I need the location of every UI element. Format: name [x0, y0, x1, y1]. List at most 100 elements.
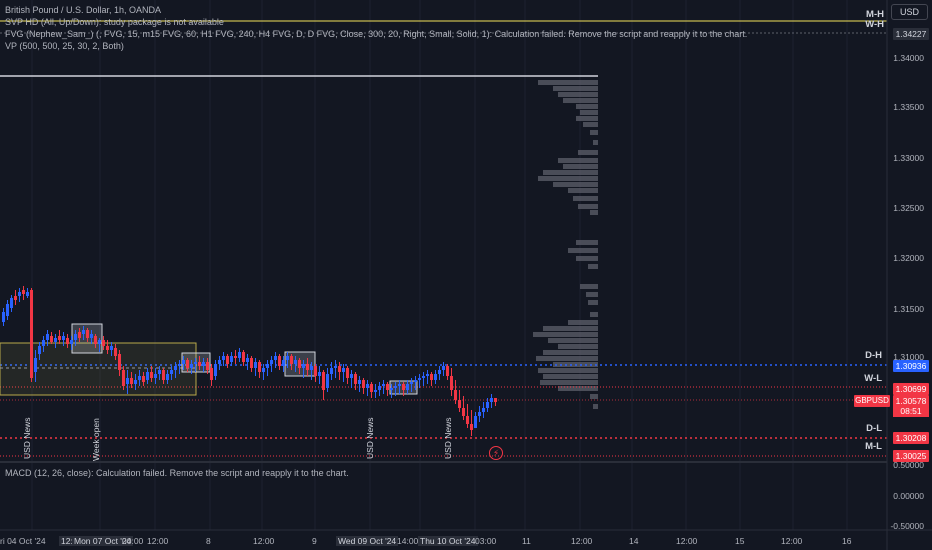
candle-body: [398, 384, 401, 386]
volume-profile-bar: [576, 116, 598, 121]
candle-body: [190, 364, 193, 368]
candle-body: [430, 374, 433, 380]
time-tick: 12:00: [253, 536, 275, 546]
week-high-tag: W-H: [865, 19, 884, 30]
volume-profile-bar: [558, 386, 598, 391]
candle-body: [30, 290, 33, 378]
candle-body: [222, 356, 225, 360]
candle-body: [330, 368, 333, 374]
volume-profile-bar: [576, 240, 598, 245]
candle-body: [98, 340, 101, 344]
candle-body: [54, 338, 57, 342]
volume-profile-bar: [543, 350, 598, 355]
volume-profile-bar: [576, 104, 598, 109]
candle-body: [206, 362, 209, 370]
volume-profile-bar: [568, 188, 598, 193]
candle-body: [122, 370, 125, 386]
lightning-icon[interactable]: ⚡: [489, 446, 503, 460]
candle-body: [482, 408, 485, 412]
candle-body: [446, 366, 449, 376]
candle-body: [14, 296, 17, 300]
candle-body: [290, 356, 293, 364]
volume-profile-bar: [558, 92, 598, 97]
candlesticks: [2, 286, 497, 436]
candle-body: [370, 384, 373, 392]
volume-profile-bar: [590, 130, 598, 135]
volume-profile-bar: [568, 248, 598, 253]
candle-body: [34, 358, 37, 372]
price-tick: 1.31500: [893, 304, 924, 314]
key-levels: [0, 20, 887, 457]
candle-body: [118, 354, 121, 370]
candle-body: [374, 390, 377, 392]
volume-profile-bar: [573, 196, 598, 201]
candle-body: [62, 336, 65, 340]
candle-body: [146, 372, 149, 380]
candle-body: [234, 356, 237, 358]
volume-profile: [533, 80, 598, 409]
candle-body: [298, 360, 301, 368]
candle-body: [66, 338, 69, 344]
volume-profile-bar: [593, 140, 598, 145]
candle-body: [242, 352, 245, 362]
time-tick: 12:00: [781, 536, 803, 546]
candle-body: [78, 332, 81, 338]
candle-body: [214, 364, 217, 376]
candle-body: [94, 336, 97, 344]
time-tick: 16: [842, 536, 852, 546]
volume-profile-bar: [538, 368, 598, 373]
time-tick: 14: [629, 536, 639, 546]
candle-body: [142, 376, 145, 382]
candle-body: [134, 380, 137, 384]
time-tick: 14:00: [397, 536, 419, 546]
candle-body: [338, 366, 341, 372]
macd-indicator-label[interactable]: MACD (12, 26, close): Calculation failed…: [5, 468, 349, 478]
candle-body: [422, 376, 425, 378]
candle-body: [470, 424, 473, 430]
volume-profile-bar: [536, 356, 598, 361]
volume-profile-bar: [538, 176, 598, 181]
time-tick: Mon 07 Oct '24: [72, 536, 134, 546]
time-tick: 8: [206, 536, 211, 546]
candle-body: [226, 356, 229, 364]
day-low-tag: D-L: [866, 423, 882, 434]
usd-news-label: USD News: [22, 417, 32, 459]
candle-body: [150, 372, 153, 378]
volume-profile-bar: [590, 210, 598, 215]
volume-profile-bar: [588, 300, 598, 305]
fvg-indicator-label[interactable]: FVG (Nephew_Sam_) (, FVG, 15, m15 FVG, 6…: [5, 29, 748, 39]
volume-profile-bar: [533, 332, 598, 337]
candle-body: [334, 366, 337, 368]
week-open-label: Week open: [91, 418, 101, 461]
candle-body: [378, 386, 381, 390]
volume-profile-bar: [578, 204, 598, 209]
candle-body: [450, 376, 453, 390]
candle-body: [6, 304, 9, 316]
candle-body: [114, 348, 117, 356]
volume-profile-bar: [558, 344, 598, 349]
currency-button[interactable]: USD: [891, 4, 928, 20]
candle-body: [414, 380, 417, 382]
candle-body: [158, 370, 161, 374]
candle-body: [22, 290, 25, 294]
usd-news-label: USD News: [443, 417, 453, 459]
chart-title: British Pound / U.S. Dollar, 1h, OANDA: [5, 5, 162, 15]
usd-news-label: USD News: [365, 417, 375, 459]
vp-indicator-label[interactable]: VP (500, 500, 25, 30, 2, Both): [5, 41, 124, 51]
candle-body: [358, 380, 361, 384]
volume-profile-bar: [578, 150, 598, 155]
candle-body: [342, 368, 345, 372]
candle-body: [442, 366, 445, 370]
svp-indicator-label[interactable]: SVP HD (All, Up/Down): study package is …: [5, 17, 224, 27]
volume-profile-bar: [583, 122, 598, 127]
volume-profile-bar: [590, 312, 598, 317]
volume-profile-bar: [590, 394, 598, 399]
candle-body: [238, 352, 241, 358]
candle-body: [166, 374, 169, 380]
week-low-price: 1.30699: [893, 383, 929, 395]
candle-body: [282, 360, 285, 366]
candle-body: [390, 388, 393, 390]
volume-profile-bar: [553, 182, 598, 187]
